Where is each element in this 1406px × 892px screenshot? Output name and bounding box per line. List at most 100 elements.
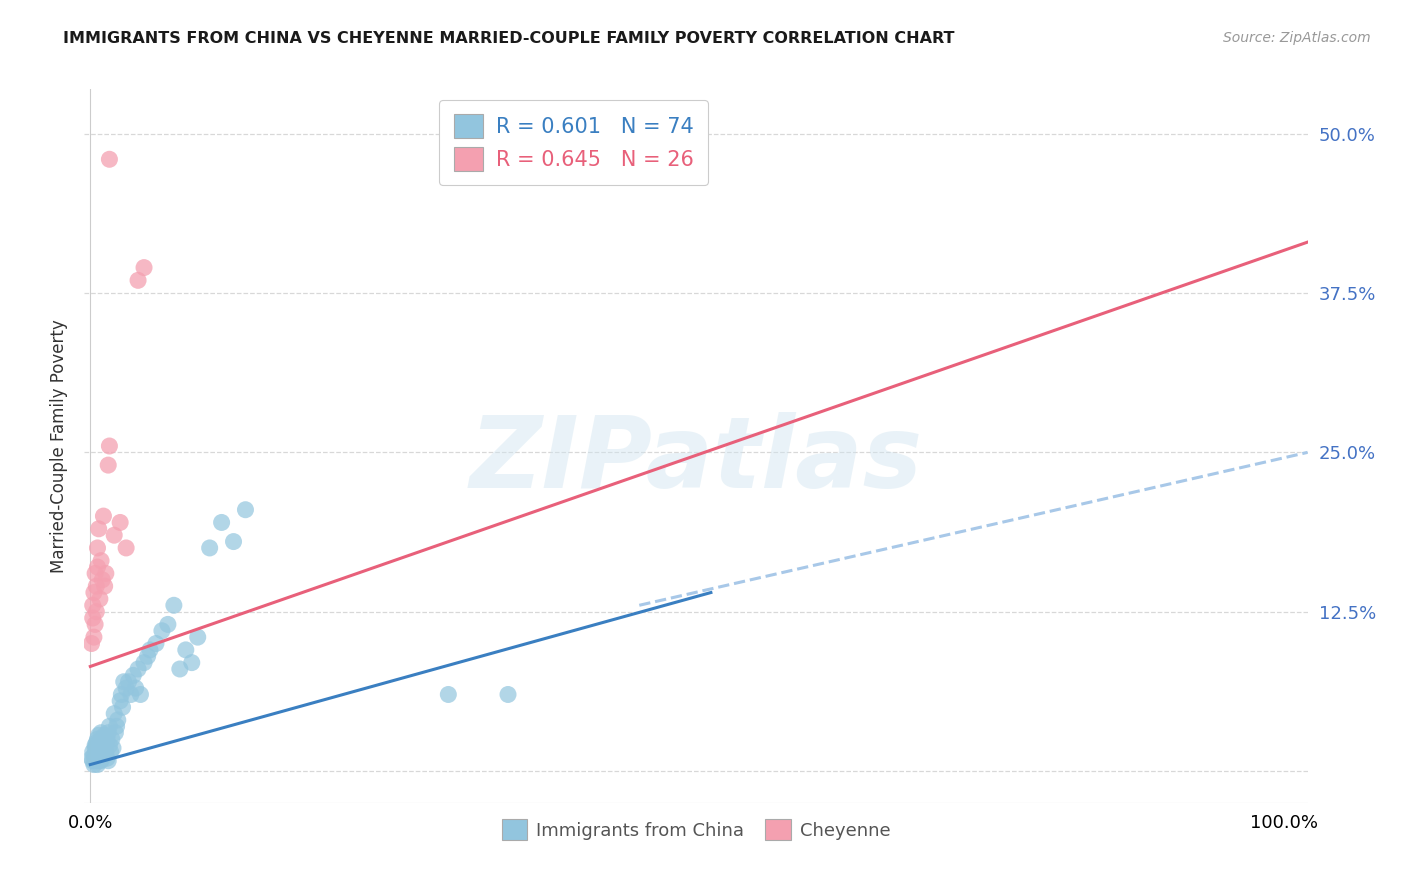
- Point: [145, 636, 167, 650]
- Point: [83, 757, 105, 772]
- Point: [98, 739, 121, 753]
- Point: [87, 754, 110, 768]
- Point: [103, 706, 125, 721]
- Point: [96, 751, 118, 765]
- Point: [84, 741, 107, 756]
- Point: [83, 585, 105, 599]
- Point: [93, 748, 115, 763]
- Point: [127, 273, 149, 287]
- Point: [115, 541, 138, 555]
- Point: [139, 643, 162, 657]
- Point: [97, 725, 120, 739]
- Point: [84, 605, 107, 619]
- Point: [222, 534, 245, 549]
- Point: [187, 630, 209, 644]
- Point: [108, 694, 131, 708]
- Point: [86, 741, 108, 756]
- Point: [105, 719, 128, 733]
- Y-axis label: Married-Couple Family Poverty: Married-Couple Family Poverty: [49, 319, 67, 573]
- Point: [91, 573, 114, 587]
- Point: [127, 662, 149, 676]
- Point: [437, 688, 460, 702]
- Point: [132, 260, 155, 275]
- Point: [156, 617, 179, 632]
- Point: [82, 611, 104, 625]
- Text: Source: ZipAtlas.com: Source: ZipAtlas.com: [1223, 31, 1371, 45]
- Point: [97, 458, 120, 472]
- Point: [98, 439, 121, 453]
- Point: [86, 541, 108, 555]
- Point: [84, 754, 107, 768]
- Point: [89, 736, 111, 750]
- Point: [96, 732, 118, 747]
- Point: [89, 591, 111, 606]
- Point: [84, 579, 107, 593]
- Point: [112, 674, 135, 689]
- Point: [86, 757, 108, 772]
- Point: [87, 728, 110, 742]
- Point: [124, 681, 146, 695]
- Point: [150, 624, 173, 638]
- Point: [93, 741, 115, 756]
- Point: [84, 745, 107, 759]
- Point: [120, 688, 142, 702]
- Point: [132, 656, 155, 670]
- Point: [93, 509, 115, 524]
- Point: [94, 566, 117, 581]
- Point: [86, 732, 108, 747]
- Point: [87, 739, 110, 753]
- Point: [117, 674, 139, 689]
- Point: [91, 745, 114, 759]
- Point: [98, 153, 121, 167]
- Point: [91, 751, 114, 765]
- Point: [103, 528, 125, 542]
- Point: [111, 700, 134, 714]
- Point: [90, 741, 112, 756]
- Point: [90, 554, 112, 568]
- Point: [97, 754, 120, 768]
- Point: [198, 541, 221, 555]
- Point: [84, 566, 107, 581]
- Point: [91, 732, 114, 747]
- Point: [89, 745, 111, 759]
- Point: [163, 599, 186, 613]
- Point: [104, 725, 127, 739]
- Point: [94, 736, 117, 750]
- Point: [93, 579, 115, 593]
- Point: [108, 516, 131, 530]
- Point: [107, 713, 129, 727]
- Point: [496, 688, 519, 702]
- Point: [115, 681, 138, 695]
- Point: [89, 751, 111, 765]
- Point: [211, 516, 233, 530]
- Point: [136, 649, 159, 664]
- Point: [82, 745, 104, 759]
- Point: [83, 748, 105, 763]
- Point: [82, 754, 104, 768]
- Point: [87, 522, 110, 536]
- Point: [80, 751, 103, 765]
- Point: [235, 502, 257, 516]
- Point: [84, 739, 107, 753]
- Point: [80, 636, 103, 650]
- Point: [94, 745, 117, 759]
- Point: [82, 599, 104, 613]
- Point: [129, 688, 152, 702]
- Point: [90, 754, 112, 768]
- Point: [84, 736, 107, 750]
- Point: [100, 745, 122, 759]
- Text: IMMIGRANTS FROM CHINA VS CHEYENNE MARRIED-COUPLE FAMILY POVERTY CORRELATION CHAR: IMMIGRANTS FROM CHINA VS CHEYENNE MARRIE…: [63, 31, 955, 46]
- Point: [86, 560, 108, 574]
- Point: [101, 732, 124, 747]
- Text: ZIPatlas: ZIPatlas: [470, 412, 922, 508]
- Point: [110, 688, 132, 702]
- Point: [98, 719, 121, 733]
- Point: [93, 739, 115, 753]
- Point: [90, 725, 112, 739]
- Point: [84, 617, 107, 632]
- Point: [83, 630, 105, 644]
- Point: [122, 668, 145, 682]
- Point: [84, 751, 107, 765]
- Point: [169, 662, 191, 676]
- Point: [174, 643, 197, 657]
